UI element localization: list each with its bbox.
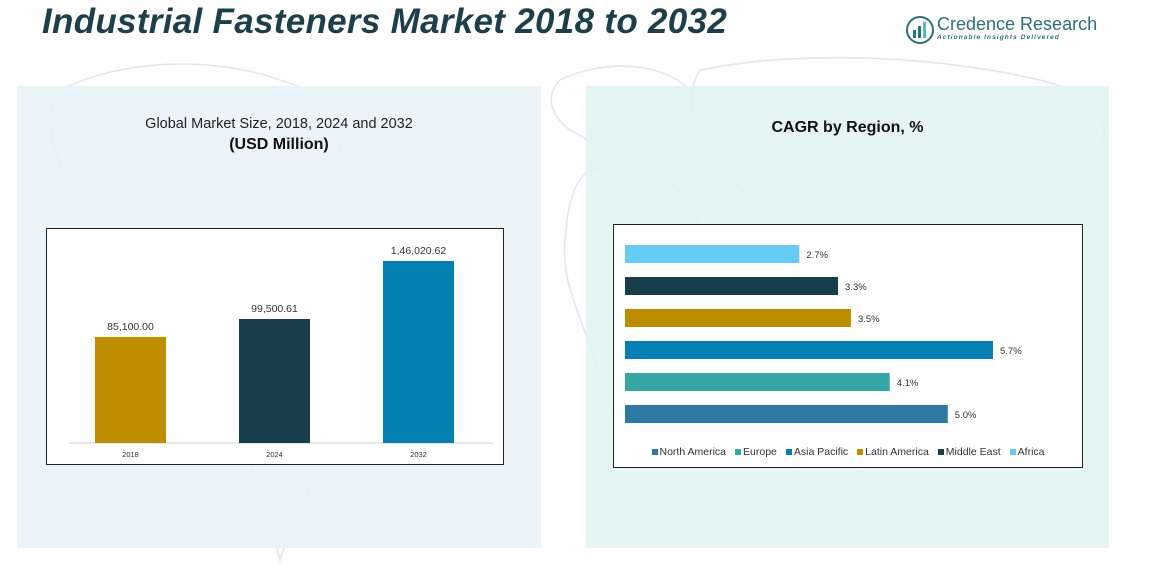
x-tick-label: 2018	[122, 450, 139, 459]
logo-name: Credence Research	[937, 14, 1098, 34]
legend-item: Middle East	[937, 446, 1001, 458]
bar-value-label: 99,500.61	[251, 303, 298, 315]
bar-value-label: 85,100.00	[107, 321, 154, 333]
bar-value-label: 1,46,020.62	[391, 245, 447, 257]
bar-middle-east	[625, 277, 839, 295]
bar-value-label: 3.3%	[845, 282, 867, 293]
x-tick-label: 2032	[410, 450, 427, 459]
legend-item: Latin America	[857, 446, 929, 458]
market-size-chart-title: Global Market Size, 2018, 2024 and 2032	[145, 116, 413, 132]
bar-value-label: 4.1%	[897, 378, 919, 389]
legend-swatch	[785, 449, 792, 455]
cagr-legend: North America Europe Asia Pacific Latin Ame…	[614, 446, 1082, 458]
legend-label: Middle East	[945, 446, 1001, 458]
bar-value-label: 5.7%	[1000, 346, 1022, 357]
legend-swatch	[1009, 449, 1016, 455]
bar-2024	[239, 318, 310, 443]
legend-label: Africa	[1017, 446, 1045, 458]
legend-label: Europe	[743, 446, 777, 458]
market-size-chart: 85,100.00 2018 99,500.61 2024 1,46,020.62 203…	[46, 228, 504, 465]
legend-item: North America	[651, 446, 727, 458]
legend-swatch	[735, 449, 742, 455]
legend-swatch	[937, 449, 944, 455]
market-size-bar-chart: 85,100.00 2018 99,500.61 2024 1,46,020.62 203…	[69, 245, 493, 459]
page-title: Industrial Fasteners Market 2018 to 2032	[42, 2, 728, 41]
legend-swatch	[857, 449, 864, 455]
legend-label: North America	[659, 446, 727, 458]
cagr-chart-title: CAGR by Region, %	[771, 119, 924, 136]
legend-label: Latin America	[865, 446, 929, 458]
market-size-panel: Global Market Size, 2018, 2024 and 2032 …	[17, 86, 541, 548]
x-tick-label: 2024	[266, 450, 283, 459]
bar-latin-america	[625, 309, 851, 327]
market-size-chart-unit: (USD Million)	[229, 136, 329, 153]
legend-label: Asia Pacific	[793, 446, 849, 458]
legend-swatch	[651, 449, 658, 455]
credence-research-logo: Credence Research Actionable Insights De…	[906, 14, 1098, 46]
bar-value-label: 3.5%	[858, 314, 880, 325]
legend-item: Europe	[735, 446, 777, 458]
cagr-chart: 2.7% 3.3% 3.5% 5.7% 4.1% 5.0% North America Eu…	[613, 224, 1083, 468]
legend-item: Africa	[1009, 446, 1045, 458]
cagr-panel: CAGR by Region, % 2.7% 3.3% 3.5% 5.7% 4.1% 5.…	[586, 86, 1109, 548]
bar-value-label: 5.0%	[955, 410, 977, 421]
cagr-horizontal-bar-chart: 2.7% 3.3% 3.5% 5.7% 4.1% 5.0%	[625, 245, 1022, 423]
bar-north-america	[625, 405, 948, 423]
legend-item: Asia Pacific	[785, 446, 849, 458]
bar-2032	[383, 261, 454, 443]
bar-africa	[625, 245, 800, 263]
bar-asia-pacific	[625, 341, 993, 359]
bar-2018	[95, 336, 166, 443]
bar-europe	[625, 373, 890, 391]
logo-tagline: Actionable Insights Delivered	[937, 34, 1060, 41]
bar-chart-logo-icon	[906, 16, 934, 44]
bar-value-label: 2.7%	[806, 250, 828, 261]
